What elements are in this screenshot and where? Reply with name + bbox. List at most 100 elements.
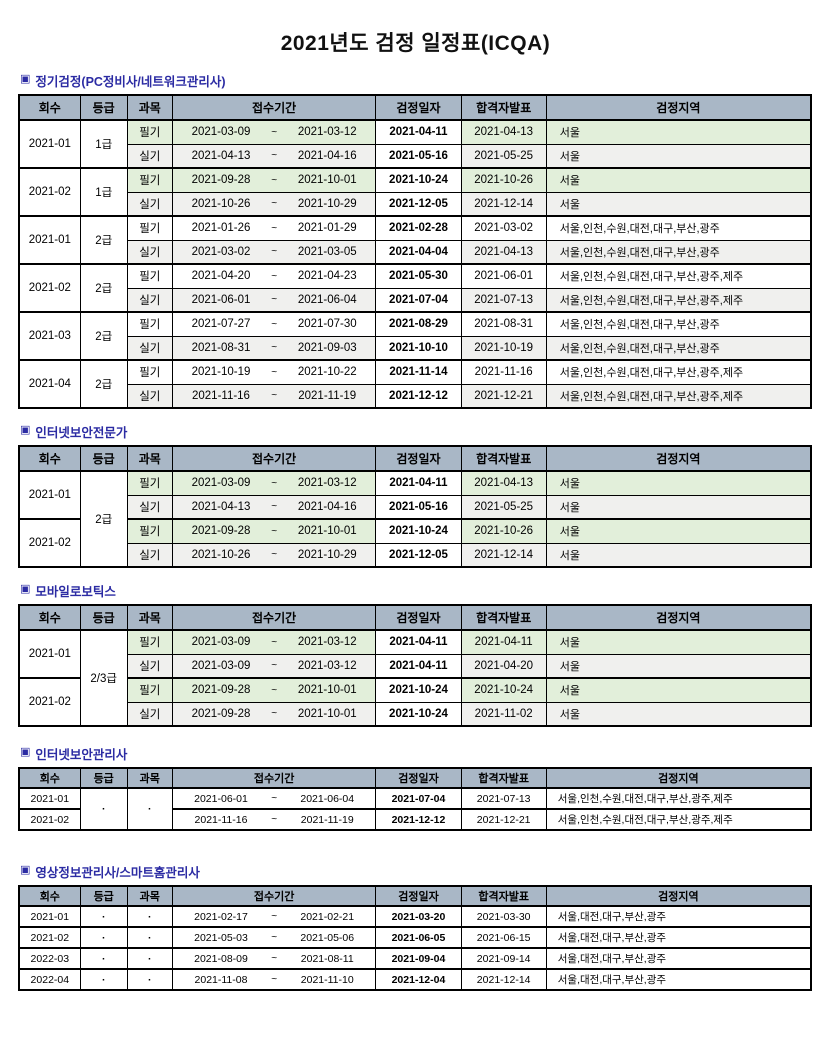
exam-date-cell: 2021-12-12	[375, 383, 462, 409]
period-start-date: 2021-09-28	[191, 174, 251, 187]
period: 2021-04-13 ~2021-04-16	[173, 149, 375, 162]
period-start-date: 2021-04-13	[191, 149, 251, 162]
round-cell: 2021-02	[18, 263, 81, 313]
section-title-text: 모바일로보틱스	[35, 585, 116, 599]
announce-date-cell: 2021-12-21	[460, 808, 547, 831]
region-cell: 서울,대전,대구,부산,광주	[545, 926, 812, 949]
period-end-date: 2021-06-04	[300, 792, 355, 805]
period-end-date: 2021-04-23	[297, 270, 357, 283]
column-header: 검정일자	[375, 767, 462, 789]
period-cell: 2021-10-26 ~2021-10-29	[171, 542, 377, 568]
round-cell: 2021-02	[18, 167, 81, 217]
period-end-date: 2021-11-10	[300, 973, 354, 986]
table-row: 실기 2021-11-16 ~2021-11-19 2021-12-12 2021-12…	[19, 383, 812, 409]
tilde-separator: ~	[271, 150, 278, 162]
schedule-table: 회수 등급 과목 접수기간 검정일자 합격자발표 검정지역 2021-01 · · 2021-06-…	[18, 767, 812, 831]
announce-date-cell: 2021-05-25	[460, 143, 547, 169]
subject-cell: 필기	[126, 215, 173, 241]
period-end-date: 2021-10-01	[297, 707, 357, 720]
round-cell: 2021-01	[18, 629, 81, 679]
grade-cell: 2/3급	[79, 629, 128, 727]
table-row: 2021-01 1급 필기 2021-03-09 ~2021-03-12 2021-04-…	[18, 119, 812, 169]
period: 2021-06-01 ~2021-06-04	[173, 293, 375, 306]
announce-date-cell: 2021-12-14	[460, 191, 547, 217]
region-cell: 서울	[545, 119, 812, 145]
subject-cell: ·	[126, 926, 173, 949]
period-end-date: 2021-11-19	[300, 813, 354, 826]
section-title-text: 정기검정(PC정비사/네트워크관리사)	[35, 75, 226, 89]
period-start-date: 2021-02-17	[194, 910, 248, 923]
tilde-separator: ~	[271, 932, 278, 943]
table-row: 2021-01 · · 2021-02-17 ~2021-02-21 2021-03-20…	[18, 905, 812, 928]
period-end-date: 2021-02-21	[300, 910, 355, 923]
period: 2021-03-02 ~2021-03-05	[173, 245, 375, 258]
subject-cell: 실기	[126, 494, 173, 520]
period-cell: 2021-03-09 ~2021-03-12	[171, 653, 377, 679]
period: 2021-08-31 ~2021-09-03	[173, 342, 375, 354]
subject-cell: 필기	[126, 470, 173, 496]
exam-date-cell: 2021-10-10	[375, 335, 462, 361]
announce-date-cell: 2021-08-31	[460, 311, 547, 337]
period: 2021-03-09 ~2021-03-12	[173, 477, 375, 489]
section-bullet-icon: ▣	[20, 583, 31, 595]
period: 2021-06-01 ~2021-06-04	[173, 792, 375, 805]
round-cell: 2021-01	[18, 905, 81, 928]
region-cell: 서울,인천,수원,대전,대구,부산,광주,제주	[545, 287, 812, 313]
exam-date-cell: 2021-12-04	[375, 968, 462, 991]
subject-cell: 실기	[126, 542, 173, 568]
period: 2021-02-17 ~2021-02-21	[173, 910, 375, 923]
column-header: 회수	[18, 885, 81, 907]
period-end-date: 2021-10-29	[297, 197, 357, 210]
region-cell: 서울	[545, 191, 812, 217]
period-start-date: 2021-06-01	[191, 293, 251, 306]
announce-date-cell: 2021-03-02	[460, 215, 547, 241]
period-end-date: 2021-05-06	[300, 931, 355, 944]
table-row: 실기 2021-09-28 ~2021-10-01 2021-10-24 2021-11…	[19, 701, 812, 727]
exam-date-cell: 2021-12-05	[375, 542, 462, 568]
region-cell: 서울,인천,수원,대전,대구,부산,광주,제주	[545, 787, 812, 810]
subject-cell: 필기	[126, 518, 173, 544]
table-row: 실기 2021-04-13 ~2021-04-16 2021-05-16 2021-05…	[19, 494, 812, 520]
exam-date-cell: 2021-12-05	[375, 191, 462, 217]
section-bullet-icon: ▣	[20, 424, 31, 436]
column-header: 합격자발표	[460, 885, 547, 907]
period-end-date: 2021-03-05	[297, 245, 357, 258]
region-cell: 서울	[545, 677, 812, 703]
period: 2021-01-26 ~2021-01-29	[173, 222, 375, 234]
period-cell: 2021-08-31 ~2021-09-03	[171, 335, 377, 361]
period-start-date: 2021-09-28	[191, 707, 251, 720]
exam-date-cell: 2021-08-29	[375, 311, 462, 337]
announce-date-cell: 2021-07-13	[460, 287, 547, 313]
period-cell: 2021-09-28 ~2021-10-01	[171, 677, 377, 703]
schedule-table: 회수 등급 과목 접수기간 검정일자 합격자발표 검정지역 2021-01 2급 필기 2021-0…	[18, 445, 812, 568]
period-start-date: 2021-03-09	[191, 659, 251, 672]
exam-date-cell: 2021-04-11	[375, 470, 462, 496]
table-row: 2021-01 2급 필기 2021-01-26 ~2021-01-29 2021-02-…	[18, 215, 812, 265]
column-header: 검정지역	[545, 885, 812, 907]
period-end-date: 2021-10-01	[297, 174, 357, 187]
period: 2021-03-09 ~2021-03-12	[173, 659, 375, 672]
period-cell: 2021-06-01 ~2021-06-04	[171, 287, 377, 313]
tilde-separator: ~	[271, 222, 278, 234]
column-header: 등급	[79, 767, 128, 789]
column-header: 등급	[79, 604, 128, 631]
period: 2021-09-28 ~2021-10-01	[173, 525, 375, 537]
section-title-text: 인터넷보안관리사	[35, 748, 128, 762]
column-header: 등급	[79, 94, 128, 121]
period-cell: 2021-04-20 ~2021-04-23	[171, 263, 377, 289]
period: 2021-10-19 ~2021-10-22	[173, 366, 375, 379]
period-cell: 2021-05-03 ~2021-05-06	[171, 926, 377, 949]
tilde-separator: ~	[271, 342, 278, 354]
period-start-date: 2021-07-27	[191, 318, 251, 331]
round-cell: 2021-02	[18, 677, 81, 727]
tilde-separator: ~	[271, 318, 278, 330]
period-start-date: 2021-10-19	[191, 366, 251, 379]
period-cell: 2021-04-13 ~2021-04-16	[171, 143, 377, 169]
column-header: 검정일자	[375, 604, 462, 631]
column-header: 검정지역	[545, 604, 812, 631]
subject-cell: 필기	[126, 677, 173, 703]
table-row: 2021-02 1급 필기 2021-09-28 ~2021-10-01 2021-10-…	[18, 167, 812, 217]
table-row: 2022-04 · · 2021-11-08 ~2021-11-10 2021-12-04…	[18, 968, 812, 991]
subject-cell: 필기	[126, 167, 173, 193]
region-cell: 서울,인천,수원,대전,대구,부산,광주,제주	[545, 359, 812, 385]
